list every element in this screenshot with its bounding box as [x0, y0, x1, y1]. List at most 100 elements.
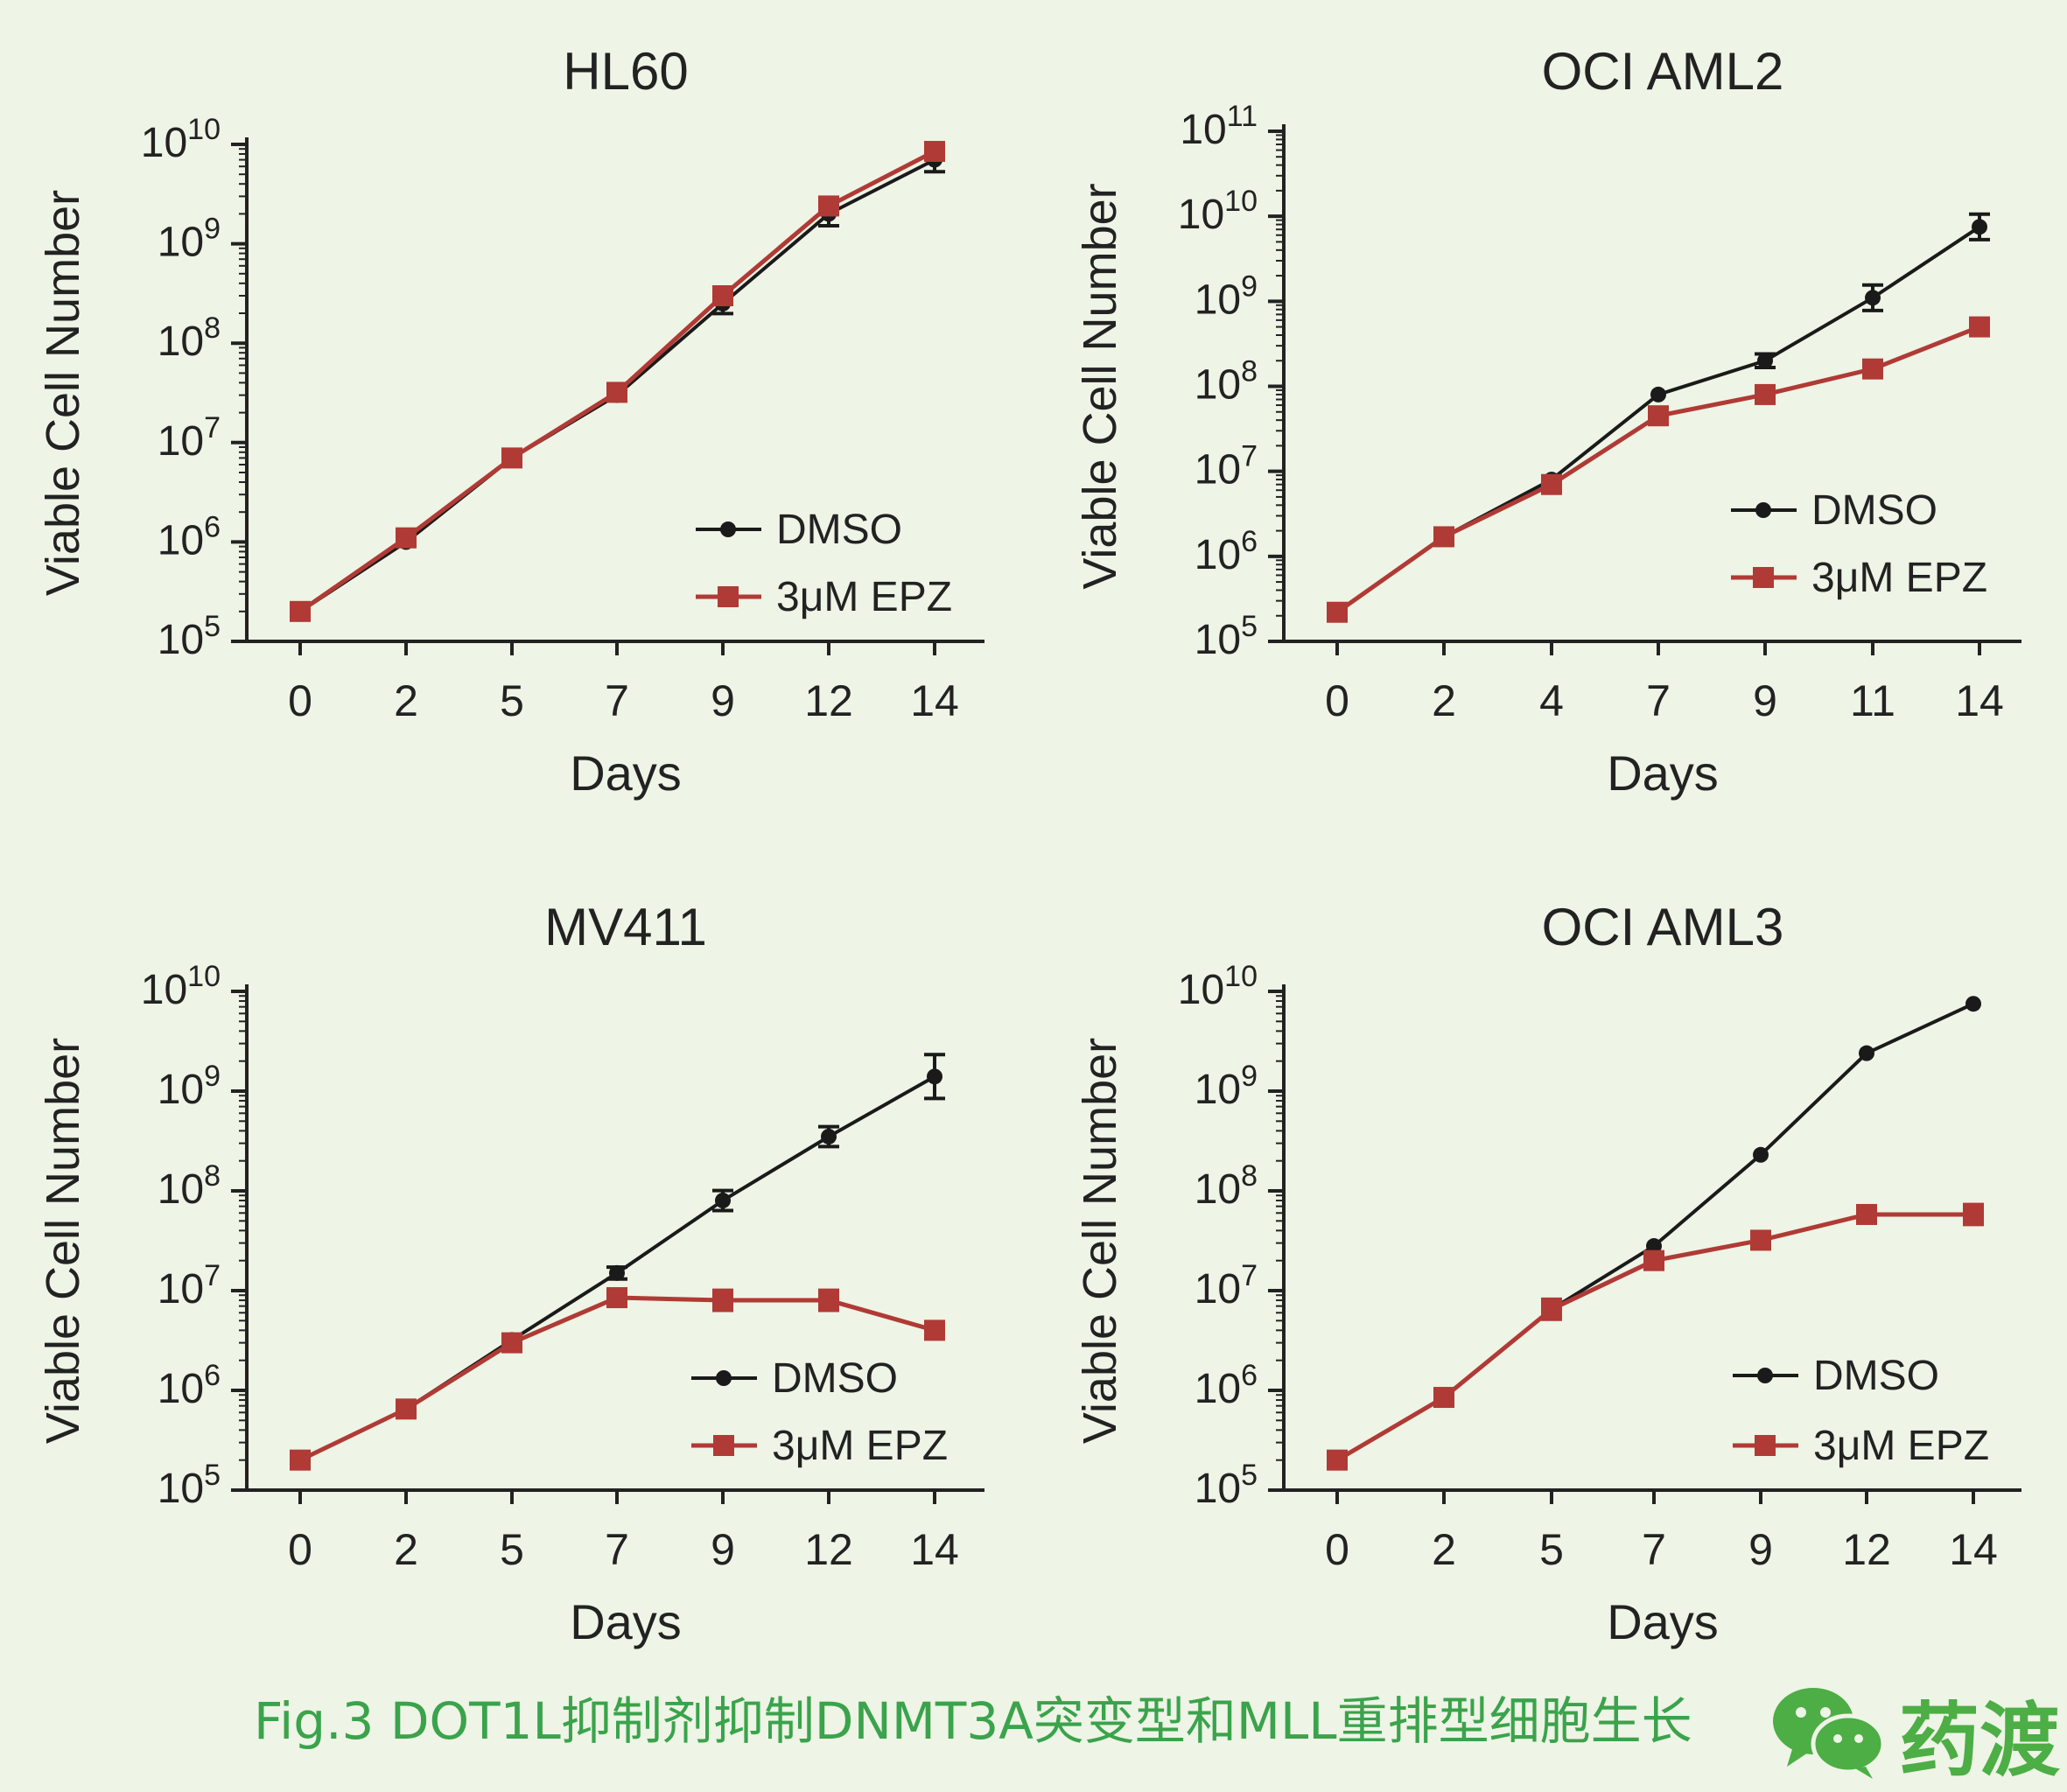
figure-caption: Fig.3 DOT1L抑制剂抑制DNMT3A突变型和MLL重排型细胞生长 — [254, 1691, 1692, 1751]
x-tick-label: 12 — [804, 676, 853, 725]
data-point-epz — [501, 1332, 522, 1354]
y-tick-label: 105 — [1195, 1459, 1258, 1512]
data-point-epz — [924, 141, 945, 163]
chart-title: OCI AML3 — [1542, 898, 1784, 956]
y-tick-exp: 8 — [204, 312, 221, 345]
legend-marker-epz — [713, 1435, 734, 1456]
y-tick-label: 107 — [1195, 440, 1258, 494]
legend-label: 3μM EPZ — [1811, 555, 1987, 601]
data-point-epz — [1643, 1250, 1664, 1271]
y-tick-base: 10 — [158, 1166, 204, 1213]
y-axis-label: Viable Cell Number — [1074, 1038, 1126, 1444]
y-tick-label: 105 — [158, 1459, 221, 1512]
y-tick-base: 10 — [1195, 1266, 1241, 1312]
y-tick-base: 10 — [1195, 1166, 1241, 1213]
y-tick-exp: 10 — [187, 113, 221, 146]
y-tick-label: 107 — [158, 411, 221, 465]
x-tick-label: 7 — [1642, 1525, 1666, 1574]
y-tick-label: 109 — [1195, 1060, 1258, 1113]
data-point-dmso — [1646, 1238, 1662, 1255]
data-point-dmso — [1757, 353, 1773, 369]
x-tick-label: 14 — [1955, 676, 2004, 725]
data-point-epz — [606, 382, 627, 403]
legend: DMSO 3μM EPZ — [696, 507, 952, 620]
series-epz — [1327, 1202, 1984, 1471]
data-point-dmso — [1753, 1146, 1769, 1163]
data-point-epz — [1862, 358, 1883, 380]
legend-label: DMSO — [1813, 1353, 1939, 1399]
y-tick-label: 1010 — [141, 960, 221, 1013]
y-tick-label: 1010 — [141, 113, 221, 166]
y-tick-base: 10 — [158, 1067, 204, 1113]
y-tick-label: 109 — [158, 213, 221, 266]
y-tick-exp: 9 — [1241, 1060, 1258, 1093]
y-tick-exp: 8 — [204, 1159, 221, 1193]
y-tick-exp: 9 — [204, 213, 221, 246]
data-point-epz — [818, 195, 839, 217]
legend-label: 3μM EPZ — [772, 1423, 948, 1469]
legend-marker-dmso — [720, 522, 736, 537]
x-tick-label: 5 — [500, 1525, 524, 1574]
y-tick-label: 1010 — [1178, 185, 1258, 238]
x-tick-label: 0 — [1325, 676, 1349, 725]
data-point-epz — [924, 1320, 945, 1341]
y-tick-exp: 9 — [204, 1060, 221, 1093]
series-epz — [1327, 316, 1990, 623]
legend-marker-dmso — [716, 1370, 732, 1386]
x-tick-label: 11 — [1850, 676, 1895, 725]
logo: 药渡 — [1768, 1676, 2060, 1788]
y-tick-exp: 10 — [1224, 185, 1258, 218]
x-tick-label: 7 — [605, 676, 629, 725]
legend-marker-epz — [718, 586, 739, 607]
y-tick-label: 108 — [158, 1159, 221, 1213]
data-point-dmso — [821, 1128, 837, 1144]
data-point-dmso — [715, 1193, 731, 1209]
x-tick-label: 7 — [1646, 676, 1671, 725]
x-tick-label: 14 — [1949, 1525, 1998, 1574]
data-point-epz — [1856, 1203, 1877, 1225]
y-tick-label: 1011 — [1180, 100, 1258, 153]
y-tick-exp: 7 — [204, 1259, 221, 1292]
x-tick-label: 12 — [804, 1525, 853, 1574]
y-axis-label: Viable Cell Number — [37, 190, 89, 596]
y-tick-exp: 5 — [1241, 1459, 1258, 1492]
data-point-dmso — [927, 1068, 942, 1085]
y-tick-base: 10 — [141, 120, 187, 166]
y-tick-label: 106 — [158, 1359, 221, 1412]
y-tick-base: 10 — [158, 617, 204, 663]
y-tick-exp: 10 — [1224, 960, 1258, 993]
y-tick-label: 106 — [158, 510, 221, 564]
y-tick-label: 108 — [1195, 355, 1258, 409]
y-tick-label: 109 — [158, 1060, 221, 1113]
x-tick-label: 0 — [288, 1525, 312, 1574]
legend-label: DMSO — [776, 507, 902, 553]
data-point-epz — [1648, 405, 1669, 427]
y-tick-base: 10 — [1180, 107, 1226, 153]
x-tick-label: 0 — [288, 676, 312, 725]
legend-marker-epz — [1753, 567, 1774, 588]
y-tick-exp: 6 — [204, 510, 221, 543]
x-axis-label: Days — [1607, 746, 1719, 801]
legend-marker-epz — [1755, 1435, 1776, 1456]
y-tick-label: 108 — [1195, 1159, 1258, 1213]
y-tick-label: 108 — [158, 312, 221, 365]
data-point-dmso — [1972, 219, 1987, 235]
y-tick-exp: 11 — [1227, 100, 1258, 133]
x-tick-label: 12 — [1842, 1525, 1891, 1574]
series-dmso — [292, 1053, 945, 1468]
data-point-epz — [290, 600, 311, 622]
x-tick-label: 2 — [394, 676, 418, 725]
y-tick-exp: 7 — [1241, 440, 1258, 473]
x-tick-label: 9 — [711, 676, 735, 725]
x-tick-label: 2 — [1432, 676, 1456, 725]
data-point-epz — [1963, 1203, 1984, 1225]
legend: DMSO 3μM EPZ — [1731, 487, 1987, 601]
data-point-epz — [501, 447, 522, 469]
y-tick-base: 10 — [1195, 1366, 1241, 1412]
y-tick-label: 107 — [158, 1259, 221, 1312]
data-point-epz — [1541, 473, 1562, 495]
data-point-epz — [818, 1290, 839, 1312]
